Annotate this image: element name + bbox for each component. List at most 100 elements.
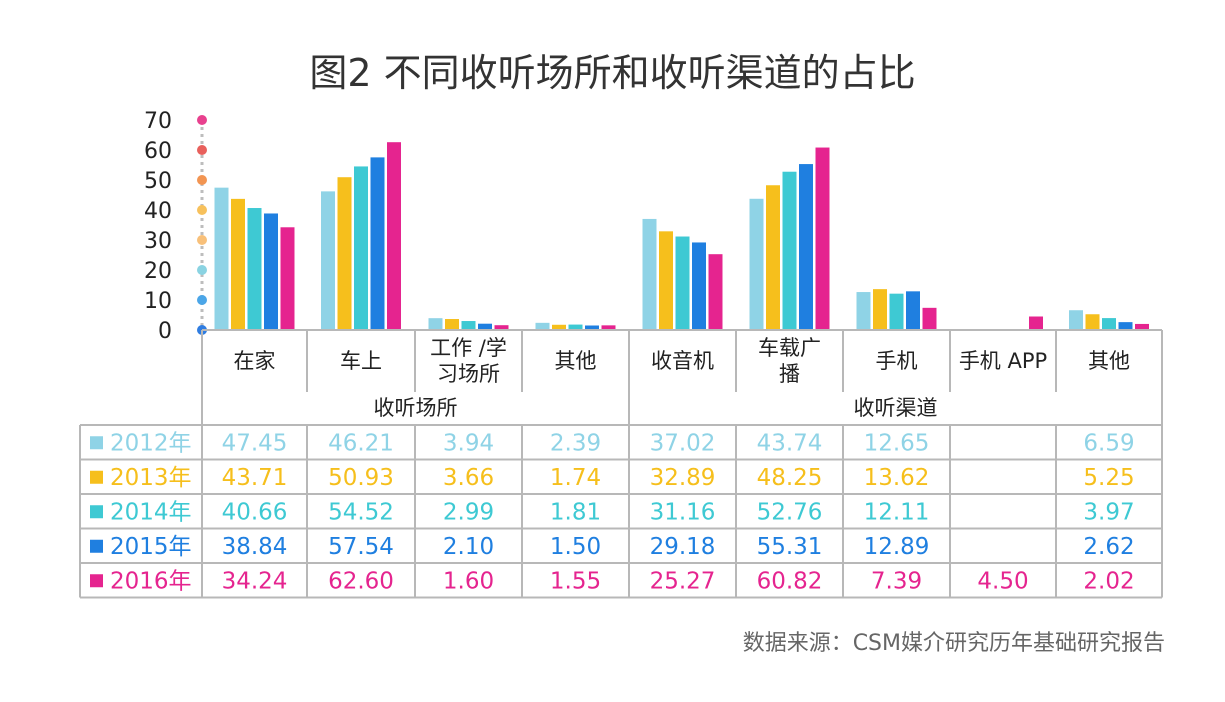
bar <box>873 289 887 330</box>
category-label: 工作 /学 <box>430 336 507 360</box>
group-label: 收听渠道 <box>854 396 938 420</box>
y-axis-dot <box>197 235 207 245</box>
data-label: 1.74 <box>550 465 601 491</box>
y-axis-dot <box>197 295 207 305</box>
data-label: 48.25 <box>757 465 823 491</box>
y-tick-label: 40 <box>144 199 172 224</box>
bar <box>815 147 830 330</box>
data-label: 52.76 <box>757 499 823 525</box>
bar <box>321 191 335 330</box>
bar <box>461 321 476 330</box>
y-axis-dot <box>197 175 207 185</box>
data-label: 62.60 <box>328 568 394 594</box>
bar <box>568 324 583 330</box>
legend-label: 2014年 <box>110 499 192 525</box>
data-label: 29.18 <box>650 534 716 560</box>
data-label: 12.65 <box>864 430 930 456</box>
data-label: 50.93 <box>328 465 394 491</box>
category-label: 播 <box>779 362 800 386</box>
group-label: 收听场所 <box>374 396 458 420</box>
data-label: 12.11 <box>864 499 930 525</box>
category-label: 收音机 <box>651 349 714 373</box>
data-label: 2.39 <box>550 430 601 456</box>
bar <box>1085 314 1100 330</box>
bar <box>889 293 904 330</box>
category-label: 习场所 <box>437 362 500 386</box>
y-axis-dot <box>197 205 207 215</box>
legend-swatch <box>90 574 103 588</box>
y-tick-label: 0 <box>158 319 172 344</box>
data-label: 55.31 <box>757 534 823 560</box>
bar <box>1118 322 1133 330</box>
bar <box>445 319 459 330</box>
data-label: 60.82 <box>757 568 823 594</box>
data-label: 25.27 <box>650 568 716 594</box>
bar <box>387 142 401 330</box>
chart-title: 图2 不同收听场所和收听渠道的占比 <box>309 51 916 95</box>
category-label: 车上 <box>340 349 382 373</box>
bar <box>799 164 813 330</box>
data-label: 2.62 <box>1083 534 1134 560</box>
y-axis-dot <box>197 145 207 155</box>
data-label: 2.02 <box>1083 568 1134 594</box>
data-label: 37.02 <box>650 430 716 456</box>
data-label: 1.81 <box>550 499 601 525</box>
bar <box>1069 310 1083 330</box>
bar <box>906 291 920 330</box>
data-label: 43.74 <box>757 430 823 456</box>
y-axis-dot <box>197 115 207 125</box>
data-label: 47.45 <box>222 430 288 456</box>
category-label: 其他 <box>1088 349 1130 373</box>
legend-swatch <box>90 505 103 519</box>
bar <box>749 198 764 330</box>
data-label: 1.50 <box>550 534 601 560</box>
data-label: 3.97 <box>1083 499 1134 525</box>
bar <box>642 218 657 330</box>
legend-label: 2015年 <box>110 534 192 560</box>
data-label: 1.60 <box>443 568 494 594</box>
data-label: 3.66 <box>443 465 494 491</box>
bar <box>264 213 278 330</box>
legend-label: 2012年 <box>110 430 192 456</box>
bar <box>1102 318 1116 330</box>
bar <box>428 318 443 330</box>
bar <box>856 292 871 330</box>
bar <box>1029 316 1043 330</box>
data-label: 7.39 <box>871 568 922 594</box>
legend-swatch <box>90 470 103 484</box>
legend-label: 2016年 <box>110 568 192 594</box>
bar <box>675 236 690 330</box>
y-tick-label: 70 <box>144 109 172 134</box>
data-label: 32.89 <box>650 465 716 491</box>
bar <box>601 325 616 330</box>
category-label: 手机 <box>876 349 918 373</box>
data-label: 38.84 <box>222 534 288 560</box>
data-label: 5.25 <box>1083 465 1134 491</box>
data-label: 34.24 <box>222 568 288 594</box>
bar <box>494 325 509 330</box>
legend-label: 2013年 <box>110 465 192 491</box>
y-tick-label: 30 <box>144 229 172 254</box>
bar <box>231 198 245 330</box>
y-axis-dot <box>197 265 207 275</box>
bar <box>370 157 385 330</box>
data-label: 43.71 <box>222 465 288 491</box>
bar <box>337 177 352 330</box>
data-label: 12.89 <box>864 534 930 560</box>
bar <box>214 187 229 330</box>
bar <box>692 242 706 330</box>
bar <box>552 324 566 330</box>
bar <box>585 325 599 330</box>
data-label: 40.66 <box>222 499 288 525</box>
category-label: 在家 <box>234 349 276 373</box>
data-label: 31.16 <box>650 499 716 525</box>
y-tick-label: 10 <box>144 289 172 314</box>
category-label: 手机 APP <box>959 349 1047 373</box>
data-label: 3.94 <box>443 430 494 456</box>
bar <box>782 171 797 330</box>
data-label: 46.21 <box>328 430 394 456</box>
bar <box>708 254 723 330</box>
data-label: 6.59 <box>1083 430 1134 456</box>
data-label: 2.10 <box>443 534 494 560</box>
